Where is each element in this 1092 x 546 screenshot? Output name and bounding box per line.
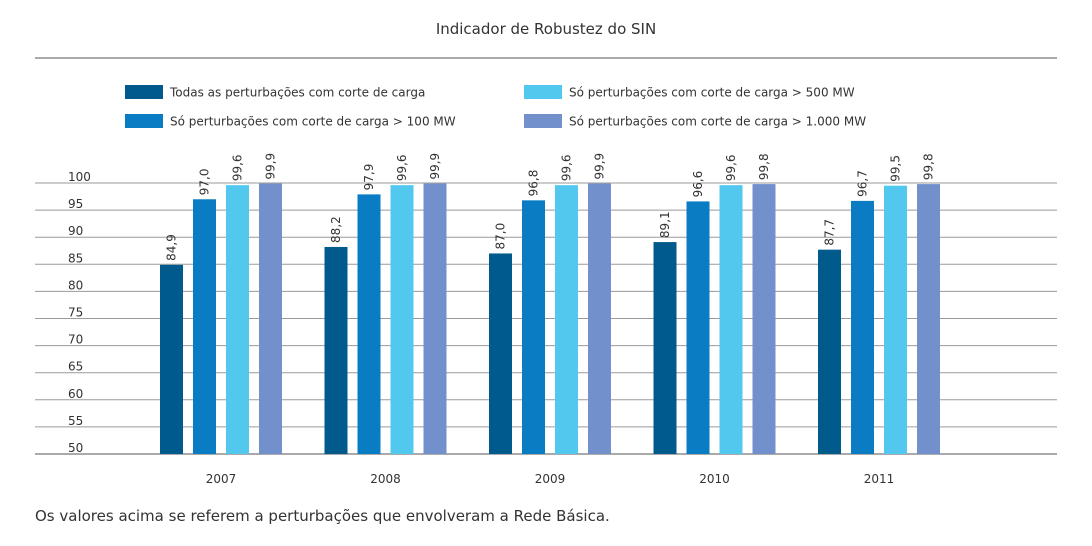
data-label-2010-series-2: 96,6 [691, 171, 705, 198]
y-tick-label: 85 [68, 251, 83, 265]
y-tick-label: 75 [68, 306, 83, 320]
bar-2009-series-1 [489, 253, 512, 454]
x-tick-label-2007: 2007 [206, 472, 237, 486]
bar-2010-series-1 [653, 242, 677, 454]
data-label-2008-series-4: 99,9 [428, 153, 442, 180]
bar-2008-series-2 [357, 194, 381, 454]
data-label-2010-series-3: 99,6 [724, 154, 738, 181]
y-tick-label: 80 [68, 278, 83, 292]
bar-2009-series-3 [555, 185, 578, 454]
bar-2011-series-2 [851, 200, 874, 454]
data-label-2007-series-2: 97,0 [198, 169, 212, 196]
footnote: Os valores acima se referem a perturbaçõ… [35, 507, 610, 525]
y-tick-label: 90 [68, 224, 83, 238]
bars [160, 183, 940, 455]
data-label-2011-series-3: 99,5 [889, 155, 903, 182]
chart-title: Indicador de Robustez do SIN [436, 20, 656, 38]
data-label-2008-series-3: 99,6 [395, 154, 409, 181]
legend-label-4: Só perturbações com corte de carga > 1.0… [569, 115, 866, 129]
bar-2007-series-3 [226, 185, 249, 454]
legend-label-2: Só perturbações com corte de carga > 100… [170, 115, 456, 129]
bar-2008-series-3 [390, 185, 414, 454]
data-label-2011-series-1: 87,7 [823, 219, 837, 246]
bar-2011-series-3 [884, 185, 907, 454]
x-tick-label-2009: 2009 [535, 472, 566, 486]
x-tick-label-2011: 2011 [864, 472, 895, 486]
y-tick-label: 95 [68, 197, 83, 211]
x-tick-label-2010: 2010 [699, 472, 730, 486]
robustness-chart: Indicador de Robustez do SIN Todas as pe… [35, 20, 1057, 486]
bar-2008-series-4 [423, 183, 447, 455]
data-label-2009-series-3: 99,6 [560, 154, 574, 181]
legend-swatch-1 [125, 85, 163, 99]
y-tick-label: 70 [68, 333, 83, 347]
y-tick-label: 100 [68, 170, 91, 184]
bar-2008-series-1 [324, 246, 348, 454]
legend: Todas as perturbações com corte de carga… [125, 85, 866, 129]
bar-2010-series-3 [719, 185, 743, 454]
data-label-2011-series-4: 99,8 [922, 153, 936, 180]
bar-2007-series-2 [193, 199, 216, 454]
y-tick-label: 65 [68, 360, 83, 374]
bar-2007-series-1 [160, 264, 183, 454]
bar-2011-series-1 [818, 249, 841, 454]
y-axis: 50 55 60 65 70 75 80 85 90 95 100 [68, 170, 91, 455]
data-label-2007-series-3: 99,6 [231, 154, 245, 181]
data-label-2007-series-1: 84,9 [165, 234, 179, 261]
y-tick-label: 50 [68, 441, 83, 455]
bar-2009-series-2 [522, 200, 545, 454]
data-labels: 84,9 97,0 99,6 99,9 88,2 97,9 99,6 99,9 87,0 96,8… [165, 153, 936, 261]
bar-2009-series-4 [588, 183, 611, 455]
y-tick-label: 55 [68, 414, 83, 428]
legend-swatch-4 [524, 114, 562, 128]
data-label-2008-series-1: 88,2 [329, 216, 343, 243]
bar-2011-series-4 [917, 184, 940, 455]
data-label-2010-series-1: 89,1 [658, 211, 672, 238]
data-label-2008-series-2: 97,9 [362, 164, 376, 191]
legend-swatch-2 [125, 114, 163, 128]
data-label-2010-series-4: 99,8 [757, 153, 771, 180]
data-label-2009-series-1: 87,0 [494, 223, 508, 250]
data-label-2009-series-2: 96,8 [527, 170, 541, 197]
data-label-2007-series-4: 99,9 [264, 153, 278, 180]
data-label-2011-series-2: 96,7 [856, 170, 870, 197]
y-tick-label: 60 [68, 387, 83, 401]
bar-2010-series-2 [686, 201, 710, 454]
bar-2010-series-4 [752, 184, 776, 455]
x-tick-label-2008: 2008 [370, 472, 401, 486]
legend-label-3: Só perturbações com corte de carga > 500… [569, 86, 855, 100]
legend-swatch-3 [524, 85, 562, 99]
bar-2007-series-4 [259, 183, 282, 455]
data-label-2009-series-4: 99,9 [593, 153, 607, 180]
x-axis: 2007 2008 2009 2010 2011 [206, 472, 895, 486]
legend-label-1: Todas as perturbações com corte de carga [169, 86, 425, 100]
